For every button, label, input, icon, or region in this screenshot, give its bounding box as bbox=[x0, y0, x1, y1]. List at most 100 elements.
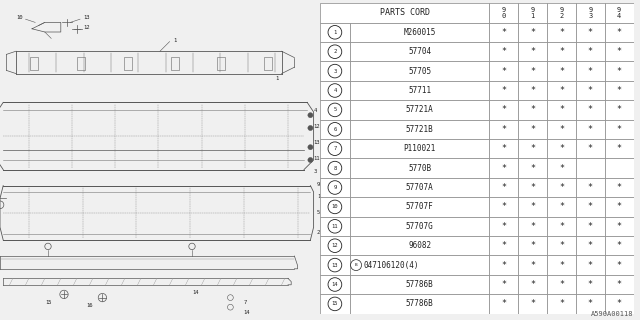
Bar bbox=[170, 57, 179, 70]
Text: 1: 1 bbox=[173, 38, 176, 43]
Bar bbox=[350, 139, 490, 158]
Bar bbox=[605, 139, 634, 158]
Bar bbox=[605, 275, 634, 294]
Text: *: * bbox=[588, 144, 593, 153]
Bar bbox=[547, 100, 576, 120]
Bar bbox=[576, 178, 605, 197]
Text: 4: 4 bbox=[314, 108, 317, 113]
Bar bbox=[605, 42, 634, 61]
Text: *: * bbox=[617, 202, 621, 212]
Text: 15: 15 bbox=[45, 300, 51, 305]
Bar bbox=[576, 139, 605, 158]
Text: *: * bbox=[588, 67, 593, 76]
Bar bbox=[320, 178, 350, 197]
Text: 57786B: 57786B bbox=[406, 280, 433, 289]
Text: *: * bbox=[501, 125, 506, 134]
Text: *: * bbox=[530, 260, 535, 269]
Bar bbox=[576, 120, 605, 139]
Bar bbox=[490, 100, 518, 120]
Bar bbox=[320, 42, 350, 61]
Bar bbox=[350, 158, 490, 178]
Bar bbox=[576, 3, 605, 23]
Text: *: * bbox=[530, 202, 535, 212]
Text: *: * bbox=[530, 105, 535, 114]
Text: 7: 7 bbox=[333, 146, 337, 151]
Text: 96082: 96082 bbox=[408, 241, 431, 250]
Bar bbox=[605, 120, 634, 139]
Circle shape bbox=[308, 125, 313, 131]
Bar bbox=[576, 255, 605, 275]
Text: *: * bbox=[617, 260, 621, 269]
Bar bbox=[576, 275, 605, 294]
Bar bbox=[320, 294, 350, 314]
Bar bbox=[350, 217, 490, 236]
Bar bbox=[490, 255, 518, 275]
Text: *: * bbox=[530, 241, 535, 250]
Bar bbox=[605, 81, 634, 100]
Bar bbox=[490, 3, 518, 23]
Text: *: * bbox=[501, 300, 506, 308]
Bar bbox=[605, 178, 634, 197]
Bar bbox=[518, 158, 547, 178]
Bar bbox=[605, 3, 634, 23]
Text: *: * bbox=[617, 86, 621, 95]
Text: *: * bbox=[559, 105, 564, 114]
Text: *: * bbox=[501, 164, 506, 172]
Bar bbox=[547, 197, 576, 217]
Bar bbox=[320, 100, 350, 120]
Bar bbox=[547, 236, 576, 255]
Text: *: * bbox=[559, 144, 564, 153]
Text: 1: 1 bbox=[333, 30, 337, 35]
Text: 13: 13 bbox=[332, 263, 338, 268]
Bar bbox=[547, 23, 576, 42]
Text: *: * bbox=[617, 47, 621, 56]
Text: *: * bbox=[559, 183, 564, 192]
Text: 14: 14 bbox=[317, 194, 323, 199]
Text: *: * bbox=[559, 202, 564, 212]
Text: *: * bbox=[617, 67, 621, 76]
Bar bbox=[518, 197, 547, 217]
Text: *: * bbox=[559, 241, 564, 250]
Bar bbox=[576, 197, 605, 217]
Text: *: * bbox=[588, 183, 593, 192]
Text: P110021: P110021 bbox=[403, 144, 436, 153]
Text: *: * bbox=[559, 28, 564, 37]
Bar bbox=[547, 42, 576, 61]
Text: *: * bbox=[501, 67, 506, 76]
Bar bbox=[320, 61, 350, 81]
Bar bbox=[217, 57, 225, 70]
Text: *: * bbox=[501, 241, 506, 250]
Bar bbox=[320, 3, 490, 23]
Bar bbox=[547, 275, 576, 294]
Text: 2: 2 bbox=[333, 49, 337, 54]
Text: 9
0: 9 0 bbox=[502, 7, 506, 19]
Text: 9: 9 bbox=[333, 185, 337, 190]
Text: 15: 15 bbox=[332, 301, 338, 307]
Text: 2: 2 bbox=[317, 230, 320, 235]
Bar bbox=[576, 61, 605, 81]
Bar bbox=[576, 158, 605, 178]
Bar bbox=[576, 42, 605, 61]
Circle shape bbox=[308, 145, 313, 150]
Text: 13: 13 bbox=[83, 15, 90, 20]
Text: 7: 7 bbox=[243, 300, 246, 305]
Text: *: * bbox=[559, 67, 564, 76]
Bar bbox=[605, 23, 634, 42]
Bar bbox=[547, 217, 576, 236]
Bar bbox=[605, 61, 634, 81]
Text: *: * bbox=[530, 86, 535, 95]
Text: 9
2: 9 2 bbox=[559, 7, 564, 19]
Text: PARTS CORD: PARTS CORD bbox=[380, 8, 429, 17]
Bar bbox=[518, 42, 547, 61]
Bar bbox=[547, 139, 576, 158]
Text: *: * bbox=[530, 300, 535, 308]
Text: *: * bbox=[501, 86, 506, 95]
Bar bbox=[518, 61, 547, 81]
Text: *: * bbox=[501, 47, 506, 56]
Bar bbox=[576, 236, 605, 255]
Bar bbox=[320, 236, 350, 255]
Bar bbox=[605, 158, 634, 178]
Bar bbox=[320, 139, 350, 158]
Bar bbox=[77, 57, 85, 70]
Text: *: * bbox=[617, 105, 621, 114]
